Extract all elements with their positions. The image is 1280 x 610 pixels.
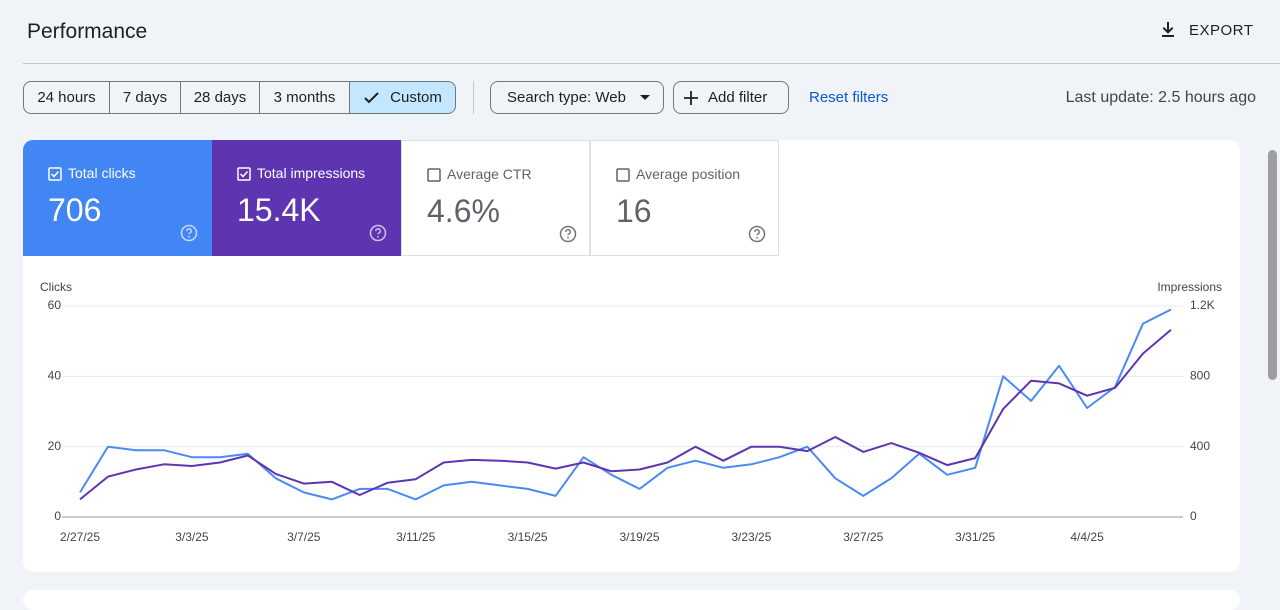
metric-value: 706 <box>48 192 102 228</box>
range-button-selected[interactable]: Custom <box>349 81 456 114</box>
dropdown-label: Search type: Web <box>507 89 626 106</box>
x-tick-label: 3/11/25 <box>396 530 435 544</box>
metric-card[interactable]: Average CTR 4.6% <box>401 140 590 256</box>
y2-axis-label: Impressions <box>1157 280 1222 294</box>
y2-tick-label: 1.2K <box>1190 298 1215 312</box>
metric-card[interactable]: Total clicks 706 <box>23 140 212 256</box>
x-tick-label: 3/27/25 <box>843 530 883 544</box>
page-title: Performance <box>27 20 148 43</box>
y-tick-label: 0 <box>54 509 61 523</box>
x-tick-label: 3/23/25 <box>731 530 771 544</box>
range-button[interactable]: 24 hours <box>23 81 110 114</box>
y-axis-label: Clicks <box>40 280 72 294</box>
plus-icon <box>684 90 698 105</box>
add-filter-button[interactable]: Add filter <box>673 81 789 114</box>
y2-tick-label: 400 <box>1190 439 1210 453</box>
x-tick-label: 3/19/25 <box>619 530 659 544</box>
range-label: Custom <box>390 89 442 106</box>
x-tick-label: 3/3/25 <box>175 530 209 544</box>
reset-filters-link[interactable]: Reset filters <box>809 89 889 106</box>
y-tick-label: 40 <box>48 369 62 383</box>
checkbox[interactable] <box>616 168 630 182</box>
button-label: Add filter <box>708 89 768 106</box>
metric-value: 16 <box>616 193 652 229</box>
range-button[interactable]: 3 months <box>259 81 350 114</box>
help-icon[interactable] <box>559 225 577 243</box>
metric-card[interactable]: Total impressions 15.4K <box>212 140 401 256</box>
caret <box>639 94 650 100</box>
metric-label: Total impressions <box>257 165 366 181</box>
checkbox-checked[interactable] <box>48 167 62 181</box>
separator <box>473 81 474 114</box>
metric-value: 15.4K <box>237 192 321 228</box>
metric-card[interactable]: Average position 16 <box>590 140 779 256</box>
help-icon[interactable] <box>748 225 766 243</box>
metric-label: Average position <box>636 166 741 182</box>
last-update: Last update: 2.5 hours ago <box>1065 89 1256 106</box>
checkbox-checked[interactable] <box>237 167 251 181</box>
x-tick-label: 3/31/25 <box>955 530 995 544</box>
range-button[interactable]: 28 days <box>180 81 260 114</box>
metric-label: Total clicks <box>68 165 136 181</box>
x-tick-label: 4/4/25 <box>1070 530 1104 544</box>
y-tick-label: 20 <box>48 439 62 453</box>
metric-value: 4.6% <box>427 193 500 229</box>
checkbox[interactable] <box>427 168 441 182</box>
export-button[interactable]: EXPORT <box>1189 22 1254 39</box>
scrollbar-thumb[interactable] <box>1268 150 1277 380</box>
y2-tick-label: 800 <box>1190 369 1210 383</box>
search-type-dropdown[interactable]: Search type: Web <box>490 81 664 114</box>
x-tick-label: 2/27/25 <box>60 530 100 544</box>
y-tick-label: 60 <box>48 298 62 312</box>
metric-label: Average CTR <box>447 166 532 182</box>
export-icon[interactable] <box>1158 20 1178 40</box>
x-tick-label: 3/15/25 <box>508 530 548 544</box>
x-tick-label: 3/7/25 <box>287 530 321 544</box>
y2-tick-label: 0 <box>1190 509 1197 523</box>
check-icon <box>364 91 379 103</box>
help-icon[interactable] <box>369 224 387 242</box>
divider <box>23 63 1280 64</box>
series-line <box>79 308 1172 501</box>
series-line <box>79 328 1172 501</box>
help-icon[interactable] <box>180 224 198 242</box>
